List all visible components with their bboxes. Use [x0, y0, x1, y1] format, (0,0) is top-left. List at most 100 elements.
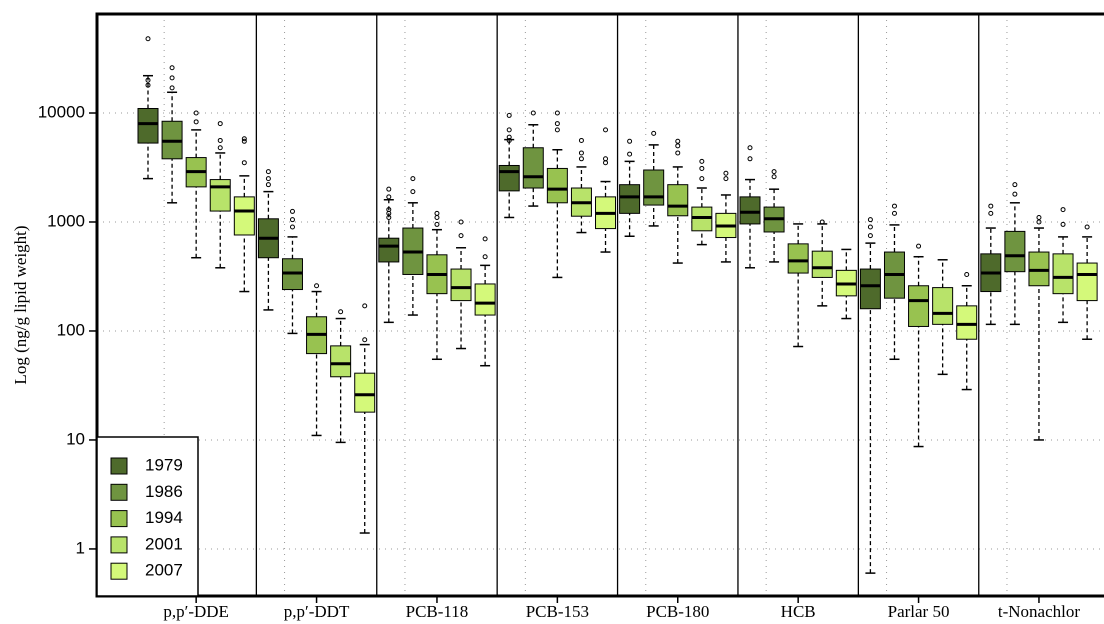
y-tick-label: 100 [57, 320, 85, 339]
outlier [265, 182, 271, 188]
outlier [362, 303, 368, 309]
outlier [314, 283, 320, 289]
outlier [554, 127, 560, 133]
outlier [217, 137, 223, 143]
outlier [458, 219, 464, 225]
outlier [675, 150, 681, 156]
outlier [627, 151, 633, 157]
outlier [819, 219, 825, 225]
outlier [289, 208, 295, 214]
outlier [145, 36, 151, 42]
y-axis-label: Log (ng/g lipid weight) [11, 225, 30, 384]
outlier [289, 217, 295, 223]
outlier [651, 130, 657, 136]
outlier [988, 210, 994, 216]
box [643, 169, 665, 206]
legend-label: 1986 [145, 482, 183, 501]
legend-label: 1994 [145, 508, 183, 527]
box [233, 196, 255, 236]
box [498, 164, 520, 192]
outlier [241, 138, 247, 144]
outlier [506, 134, 512, 140]
outlier [530, 110, 536, 116]
x-tick-label: Parlar 50 [888, 602, 950, 621]
outlier [265, 176, 271, 182]
outlier [145, 82, 151, 88]
outlier [458, 233, 464, 239]
outlier [217, 145, 223, 151]
box [956, 305, 978, 340]
outlier [410, 176, 416, 182]
outlier [699, 158, 705, 164]
outlier [169, 65, 175, 71]
y-tick-label: 10 [66, 429, 85, 448]
box [354, 372, 376, 413]
outlier [554, 121, 560, 127]
legend-label: 2001 [145, 534, 183, 553]
outlier [723, 176, 729, 182]
outlier [506, 112, 512, 118]
outlier [891, 203, 897, 209]
outlier [699, 176, 705, 182]
outlier [265, 169, 271, 175]
box [619, 184, 641, 214]
outlier [891, 210, 897, 216]
outlier [723, 170, 729, 176]
outlier [627, 138, 633, 144]
outlier [410, 189, 416, 195]
outlier [386, 186, 392, 192]
box [1076, 262, 1098, 302]
x-tick-label: p,p′-DDT [284, 602, 350, 621]
outlier [434, 210, 440, 216]
box [859, 268, 881, 310]
legend-swatch [110, 562, 128, 580]
outlier [1036, 219, 1042, 225]
outlier [578, 137, 584, 143]
outlier [771, 174, 777, 180]
outlier [675, 138, 681, 144]
x-tick-label: PCB-153 [526, 602, 589, 621]
box [522, 147, 544, 189]
box [908, 285, 930, 327]
plot-frame [95, 12, 1104, 598]
outlier [193, 119, 199, 125]
box [209, 179, 231, 212]
box [137, 107, 159, 144]
outlier [554, 110, 560, 116]
outlier [169, 75, 175, 81]
x-tick-label: p,p′-DDE [163, 602, 229, 621]
x-tick-label: t-Nonachlor [998, 602, 1080, 621]
outlier [386, 194, 392, 200]
outlier [603, 160, 609, 166]
box [330, 345, 352, 378]
outlier [603, 127, 609, 133]
x-tick-label: PCB-180 [646, 602, 709, 621]
box [932, 287, 954, 325]
outlier [434, 214, 440, 220]
outlier [988, 203, 994, 209]
outlier [506, 127, 512, 133]
box [787, 243, 809, 274]
outlier [867, 217, 873, 223]
outlier [578, 156, 584, 162]
outlier [1012, 182, 1018, 188]
box [739, 196, 761, 225]
outlier [217, 121, 223, 127]
box [667, 184, 689, 217]
y-tick-label: 10000 [38, 102, 85, 121]
outlier [747, 145, 753, 151]
outlier [289, 224, 295, 230]
box [450, 268, 472, 302]
outlier [169, 85, 175, 91]
outlier [434, 221, 440, 227]
outlier [747, 156, 753, 162]
legend-swatch [110, 510, 128, 528]
outlier [338, 309, 344, 315]
outlier [578, 150, 584, 156]
outlier [482, 236, 488, 242]
outlier [506, 137, 512, 143]
outlier [145, 77, 151, 83]
legend-swatch [110, 457, 128, 475]
outlier [1036, 214, 1042, 220]
